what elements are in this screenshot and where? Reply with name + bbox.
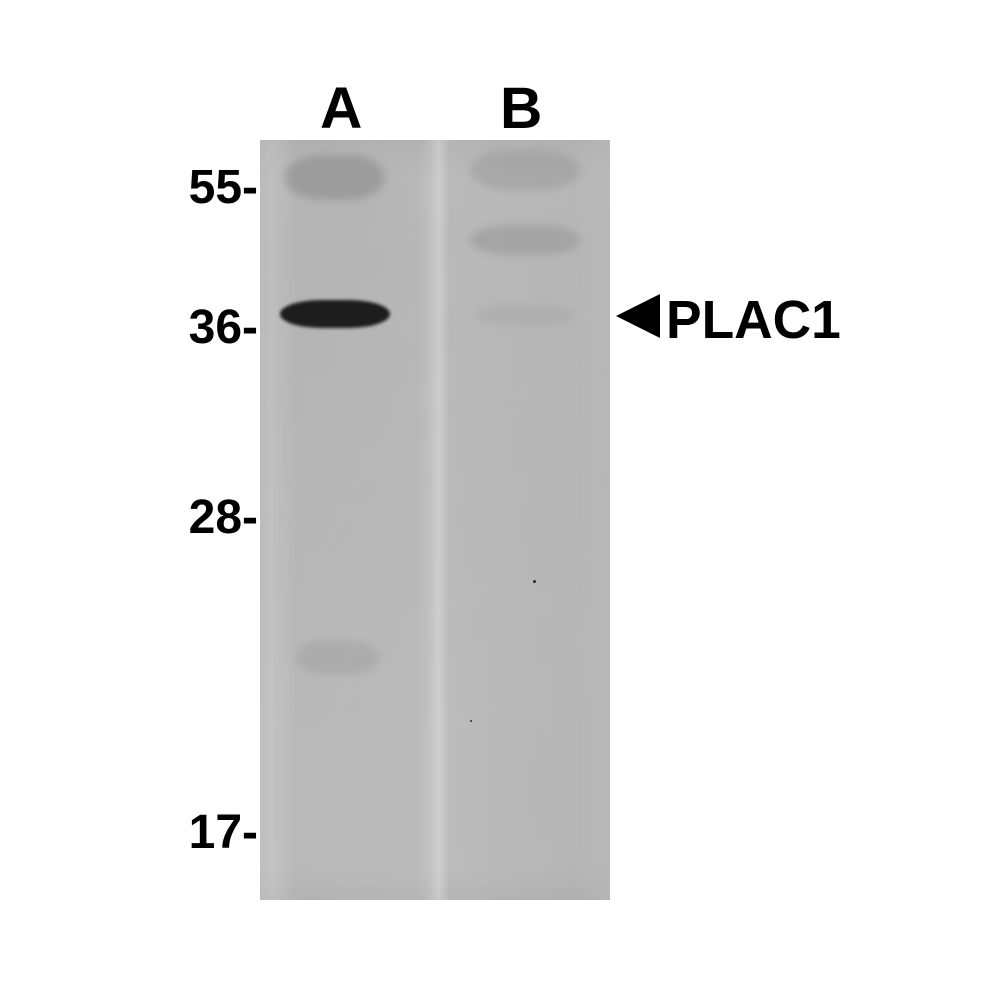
mw-marker-17: 17- [189,805,258,860]
target-arrow-icon [616,294,660,338]
band-B-4 [470,150,580,190]
figure-canvas: A B 55- 36- 28- 17- PLAC1 [0,0,1000,1000]
western-blot-film [260,140,610,900]
film-speck-0 [533,580,536,583]
band-B-3 [470,225,580,255]
band-A-1 [285,155,385,200]
mw-marker-55: 55- [189,160,258,215]
band-A-0 [280,300,390,328]
film-speck-1 [470,720,472,722]
lane-label-b: B [500,75,542,142]
band-B-5 [475,305,575,325]
mw-marker-28: 28- [189,490,258,545]
target-protein-label: PLAC1 [666,290,841,351]
mw-marker-36: 36- [189,300,258,355]
lane-label-a: A [320,75,362,142]
band-A-2 [295,640,380,675]
lane-seam [428,140,449,900]
